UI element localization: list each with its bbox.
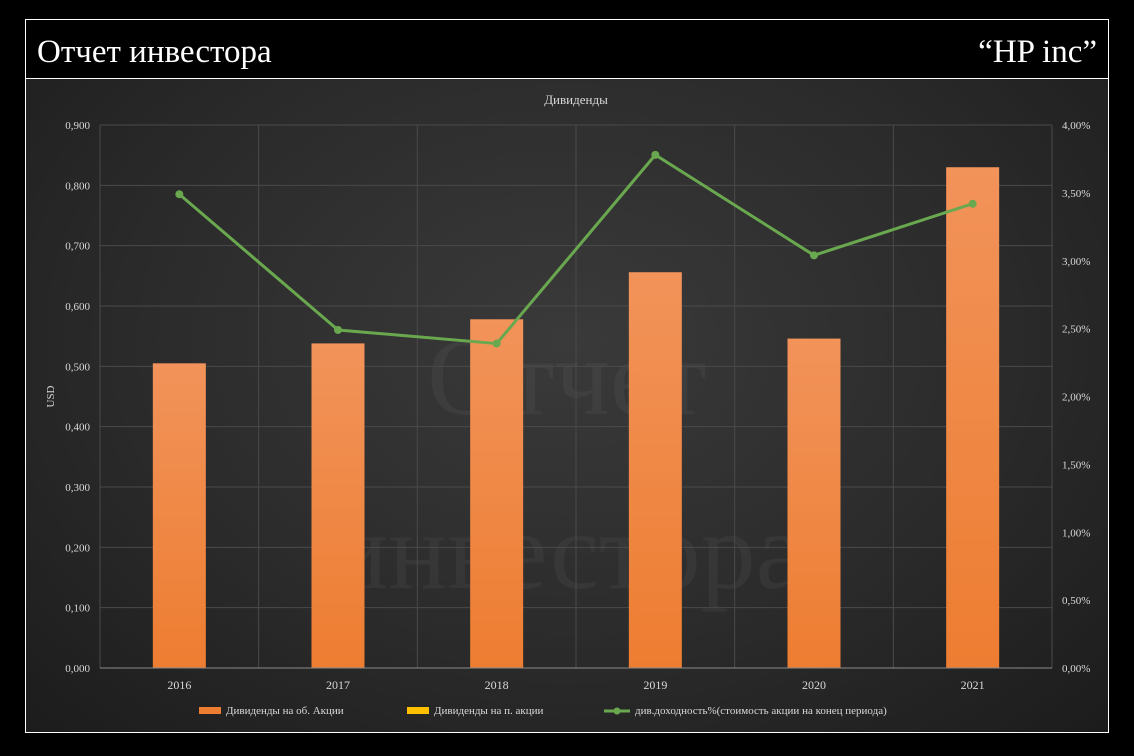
legend-marker-yield bbox=[613, 707, 621, 715]
chart-title: Дивиденды bbox=[544, 92, 608, 107]
y2-tick-label: 2,50% bbox=[1062, 324, 1090, 336]
yield-point-2016 bbox=[175, 190, 184, 199]
yield-point-2019 bbox=[651, 150, 660, 159]
dividends-chart: Дивиденды 0,000 0,100 0,200 0,300 0,400 0,500 0… bbox=[45, 92, 1090, 717]
y-tick-label: 0,900 bbox=[65, 120, 90, 132]
company-name: “HP inc” bbox=[978, 34, 1097, 70]
report-title: Отчет инвестора bbox=[37, 34, 272, 70]
y-tick-label: 0,800 bbox=[65, 180, 90, 192]
x-tick-label: 2018 bbox=[485, 678, 509, 692]
chart-area: Отчет инвестора Дивиденды0,0000,1000,200… bbox=[26, 79, 1108, 732]
legend-swatch-preferred bbox=[407, 707, 429, 714]
y-tick-label: 0,100 bbox=[65, 603, 90, 615]
y-tick-label: 0,400 bbox=[65, 422, 90, 434]
bar-2019 bbox=[628, 272, 682, 668]
x-tick-label: 2017 bbox=[326, 678, 350, 692]
yield-point-2017 bbox=[334, 325, 342, 334]
y-axis-label: USD bbox=[45, 385, 57, 407]
y2-tick-label: 0,50% bbox=[1062, 595, 1090, 607]
report-header: Отчет инвестора “HP inc” bbox=[26, 20, 1108, 79]
bar-2017 bbox=[311, 343, 365, 668]
yield-point-2021 bbox=[968, 199, 977, 208]
y2-tick-label: 1,00% bbox=[1062, 527, 1090, 539]
legend-label-preferred: Дивиденды на п. акции bbox=[434, 705, 543, 717]
y-tick-label: 0,500 bbox=[65, 361, 90, 373]
x-tick-label: 2016 bbox=[167, 678, 191, 692]
y-tick-label: 0,300 bbox=[65, 482, 90, 494]
y2-tick-label: 1,50% bbox=[1062, 459, 1090, 471]
yield-line bbox=[178, 153, 974, 346]
bar-2020 bbox=[787, 338, 841, 668]
y2-tick-label: 2,00% bbox=[1062, 392, 1090, 404]
x-tick-label: 2021 bbox=[961, 678, 985, 692]
bar-2018 bbox=[470, 319, 524, 668]
bar-2021 bbox=[946, 167, 1000, 668]
y-tick-label: 0,000 bbox=[65, 663, 90, 675]
y2-tick-label: 3,50% bbox=[1062, 188, 1090, 200]
y2-tick-label: 4,00% bbox=[1062, 120, 1090, 132]
y-tick-label: 0,700 bbox=[65, 241, 90, 253]
y-tick-label: 0,200 bbox=[65, 542, 90, 554]
legend-label-yield: див.доходность%(стоимость акции на конец… bbox=[635, 705, 887, 717]
legend-swatch-common bbox=[199, 707, 221, 714]
x-tick-label: 2020 bbox=[802, 678, 826, 692]
y-tick-label: 0,600 bbox=[65, 301, 90, 313]
legend-label-common: Дивиденды на об. Акции bbox=[226, 705, 344, 717]
bar-2016 bbox=[152, 363, 206, 668]
y2-tick-label: 0,00% bbox=[1062, 663, 1090, 675]
yield-point-2020 bbox=[810, 251, 818, 260]
report-frame: Отчет инвестора “HP inc” Отчет инвестора… bbox=[25, 19, 1109, 733]
yield-point-2018 bbox=[492, 339, 501, 348]
x-tick-label: 2019 bbox=[643, 678, 667, 692]
y2-tick-label: 3,00% bbox=[1062, 256, 1090, 268]
